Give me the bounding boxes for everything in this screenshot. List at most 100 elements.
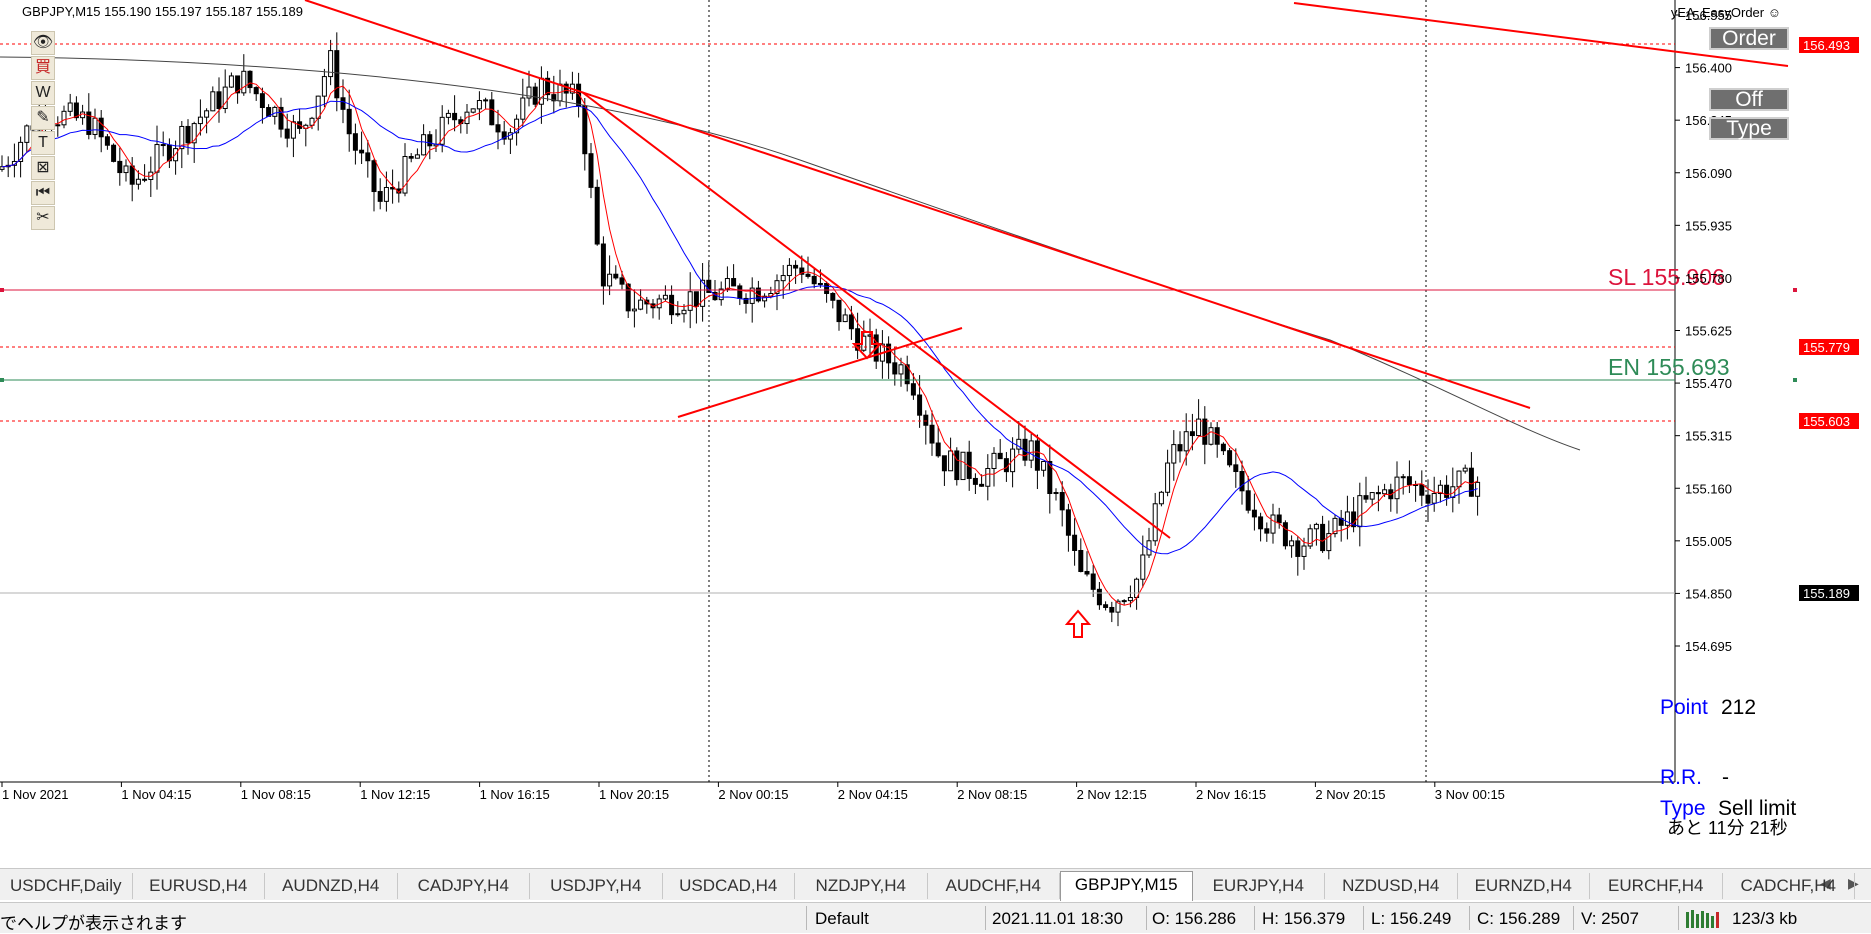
candle-body [377, 191, 383, 202]
chart-area[interactable]: 156.493 155.779 155.603 155.189 SL 155.906 EN… [0, 0, 1871, 868]
ea-name-label: yEA_EasyOrder ☺ [1670, 5, 1781, 20]
candle-body [315, 95, 321, 119]
lower-red-price-tag-bg [1799, 413, 1859, 429]
candle-body [1351, 511, 1357, 528]
tab-eurchf-h4[interactable]: EURCHF,H4 [1590, 873, 1723, 899]
candle-body [817, 282, 823, 285]
candle-body [185, 125, 191, 144]
candle-body [92, 117, 98, 135]
candle-body [514, 118, 520, 134]
candle-body [1437, 484, 1443, 495]
candle-body [278, 106, 284, 130]
candle-body [123, 165, 129, 174]
candle-body [1468, 467, 1474, 497]
candle-body [1282, 522, 1288, 547]
candle-body [18, 141, 24, 162]
candle-body [724, 278, 730, 290]
candle-body [86, 111, 92, 135]
candle-body [1059, 492, 1065, 511]
candle-body [1332, 517, 1338, 535]
scissors-icon[interactable]: ✂ [31, 206, 55, 230]
tab-eurusd-h4[interactable]: EURUSD,H4 [133, 873, 265, 899]
candle-body [675, 313, 681, 316]
candle-body [693, 291, 699, 307]
tab-scroll-left-icon[interactable]: ◀ [1820, 875, 1831, 891]
w-icon[interactable]: W [31, 81, 55, 105]
status-help-text: でヘルプが表示されます [0, 914, 187, 933]
off-button[interactable]: Off [1709, 88, 1789, 111]
tab-gbpjpy-m15[interactable]: GBPJPY,M15 [1060, 871, 1193, 901]
candle-body [1264, 528, 1270, 534]
trendline-top-right [1293, 2, 1789, 67]
candle-body [1041, 460, 1047, 471]
candle-body [941, 455, 947, 472]
candle-body [1307, 528, 1313, 547]
status-volume: V: 2507 [1581, 909, 1639, 928]
status-high: H: 156.379 [1262, 909, 1346, 928]
buy-kanji-icon[interactable]: 買 [31, 56, 55, 80]
candle-body [154, 144, 160, 173]
candle-body [371, 160, 377, 193]
candle-body [1313, 523, 1319, 530]
tab-usdjpy-h4[interactable]: USDJPY,H4 [530, 873, 663, 899]
candle-body [321, 76, 327, 97]
trendline-long-down [304, 0, 1531, 409]
tab-audnzd-h4[interactable]: AUDNZD,H4 [265, 873, 398, 899]
candle-body [625, 283, 631, 312]
candle-body [786, 264, 792, 277]
point-label: Point [1660, 696, 1708, 719]
time-tick-label: 2 Nov 12:15 [1077, 787, 1147, 802]
candle-body [284, 128, 290, 139]
candle-body [1115, 600, 1121, 613]
tab-nzdusd-h4[interactable]: NZDUSD,H4 [1325, 873, 1458, 899]
tab-eurnzd-h4[interactable]: EURNZD,H4 [1458, 873, 1590, 899]
candle-body [607, 273, 613, 287]
candle-body [352, 133, 358, 151]
candle-body [1078, 549, 1084, 572]
candle-body [204, 110, 210, 118]
candle-body [73, 102, 79, 119]
candle-body [1065, 509, 1071, 536]
status-traffic: 123/3 kb [1732, 909, 1798, 928]
type-button[interactable]: Type [1709, 117, 1789, 140]
tab-audchf-h4[interactable]: AUDCHF,H4 [928, 873, 1060, 899]
candle-body [805, 273, 811, 277]
candle-body [972, 477, 978, 485]
price-chart[interactable]: 156.493 155.779 155.603 155.189 SL 155.906 EN… [0, 0, 1871, 868]
price-tick-label: 155.625 [1685, 324, 1732, 339]
candle-body [991, 452, 997, 469]
candle-body [1251, 509, 1257, 518]
candle-body [1289, 540, 1295, 547]
candle-body [476, 100, 482, 110]
grid-icon[interactable]: ⊠ [31, 156, 55, 180]
candle-body [179, 125, 185, 150]
tab-cadjpy-h4[interactable]: CADJPY,H4 [398, 873, 530, 899]
tab-scroll-right-icon[interactable]: ▶ [1848, 875, 1859, 891]
tab-nzdjpy-h4[interactable]: NZDJPY,H4 [795, 873, 928, 899]
candle-body [1227, 450, 1233, 466]
order-button[interactable]: Order [1709, 27, 1789, 50]
text-icon[interactable]: T [31, 131, 55, 155]
tab-cadchf-h4[interactable]: CADCHF,H4 [1723, 873, 1855, 899]
pencil-icon[interactable]: ✎ [31, 106, 55, 130]
tab-eurjpy-h4[interactable]: EURJPY,H4 [1193, 873, 1325, 899]
candle-body [61, 110, 67, 126]
tab-usdchf-daily[interactable]: USDCHF,Daily [0, 873, 133, 899]
candle-body [1090, 573, 1096, 590]
eye-icon[interactable]: 👁 [31, 31, 55, 55]
candle-body [929, 424, 935, 444]
tab-usdcad-h4[interactable]: USDCAD,H4 [663, 873, 795, 899]
sl-left-marker [0, 288, 4, 292]
candle-body [1301, 545, 1307, 557]
status-close: C: 156.289 [1477, 909, 1561, 928]
candle-body [923, 414, 929, 426]
rewind-icon[interactable]: ⏮ [31, 181, 55, 205]
candle-body [836, 299, 842, 323]
candle-body [526, 86, 532, 99]
time-tick-label: 1 Nov 20:15 [599, 787, 669, 802]
time-tick-label: 1 Nov 08:15 [241, 787, 311, 802]
countdown-text: あと 11分 21秒 [1667, 818, 1788, 838]
sl-text: SL 155.906 [1608, 264, 1725, 290]
candle-body [1084, 570, 1090, 575]
price-tick-label: 154.695 [1685, 639, 1732, 654]
